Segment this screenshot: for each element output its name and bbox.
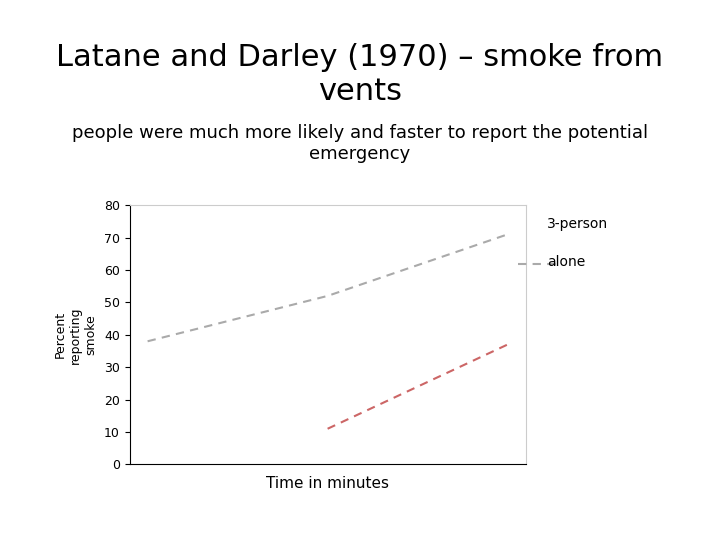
Text: 3-person: 3-person [547, 217, 608, 231]
X-axis label: Time in minutes: Time in minutes [266, 476, 389, 490]
Text: Latane and Darley (1970) – smoke from
vents: Latane and Darley (1970) – smoke from ve… [56, 43, 664, 106]
Text: people were much more likely and faster to report the potential
emergency: people were much more likely and faster … [72, 124, 648, 163]
Text: alone: alone [547, 255, 585, 269]
Y-axis label: Percent
reporting
smoke: Percent reporting smoke [54, 306, 97, 363]
